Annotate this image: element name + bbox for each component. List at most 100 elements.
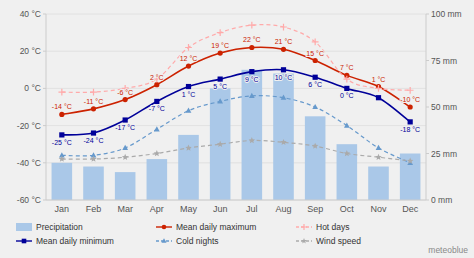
data-label: -18 °C (400, 126, 420, 133)
data-label: 9 °C (245, 76, 259, 83)
bar (147, 159, 168, 200)
marker (59, 156, 65, 162)
y-tick (43, 200, 46, 201)
marker (344, 150, 350, 156)
line (62, 25, 410, 93)
line (62, 47, 410, 114)
marker (154, 126, 160, 131)
y-tick (43, 51, 46, 52)
bar (368, 167, 389, 200)
data-label: 21 °C (275, 38, 293, 45)
y-tick (43, 125, 46, 126)
marker (122, 145, 128, 150)
y2-tick-label: 75 mm (431, 56, 457, 66)
marker (312, 104, 318, 109)
y-tick-label: 20 °C (20, 46, 41, 56)
data-label: -24 °C (84, 137, 104, 144)
marker (218, 50, 223, 55)
y-tick (43, 162, 46, 163)
marker (281, 95, 287, 100)
bar (115, 172, 136, 200)
x-tick-label: Sep (307, 204, 323, 214)
y2-tick (426, 107, 429, 108)
grid-line (46, 51, 426, 52)
marker (375, 154, 381, 160)
marker (344, 86, 349, 91)
data-label: -14 °C (52, 103, 72, 110)
y2-tick-label: 0 mm (431, 195, 452, 205)
y-tick (43, 88, 46, 89)
bar (242, 70, 263, 200)
legend-label: Precipitation (36, 222, 83, 232)
data-label: 5 °C (213, 83, 227, 90)
legend-label: Mean daily maximum (176, 222, 256, 232)
x-tick-label: Apr (150, 204, 164, 214)
legend-item: Wind speed (296, 236, 361, 246)
bar (52, 163, 73, 200)
grid-line (46, 125, 426, 126)
grid-line (46, 88, 426, 89)
y2-tick-label: 50 mm (431, 102, 457, 112)
marker (281, 47, 286, 52)
x-tick-label: May (180, 204, 198, 214)
x-tick-label: Oct (340, 204, 355, 214)
y-tick-label: -40 °C (17, 158, 41, 168)
background (0, 0, 474, 258)
data-label: 7 °C (340, 64, 354, 71)
marker (59, 112, 64, 117)
grid-line (46, 162, 426, 163)
marker (408, 104, 413, 109)
data-label: 2 °C (150, 74, 164, 81)
x-tick-label: Jan (55, 204, 70, 214)
legend-swatch (16, 223, 32, 231)
marker (218, 77, 223, 82)
y2-tick-label: 100 mm (431, 9, 462, 19)
marker (249, 69, 254, 74)
data-label: -25 °C (52, 139, 72, 146)
y2-tick (426, 60, 429, 61)
legend-item: Cold nights (156, 236, 219, 246)
marker (154, 150, 160, 156)
marker (91, 130, 96, 135)
data-label: 10 °C (275, 74, 293, 81)
data-label: 0 °C (340, 92, 354, 99)
marker (408, 119, 413, 124)
bar (83, 167, 104, 200)
marker (185, 145, 191, 151)
marker (343, 76, 350, 83)
x-tick-label: Nov (370, 204, 387, 214)
y2-tick-label: 25 mm (431, 149, 457, 159)
data-label: -10 °C (400, 96, 420, 103)
bar (305, 116, 326, 200)
bar (178, 135, 199, 200)
y2-tick (426, 200, 429, 201)
marker (376, 145, 382, 150)
data-label: 1 °C (182, 91, 196, 98)
legend-item: Mean daily maximum (156, 222, 256, 232)
grid-line (46, 200, 426, 201)
marker (312, 39, 319, 46)
marker (58, 89, 65, 96)
y2-tick (426, 14, 429, 15)
marker (217, 29, 224, 36)
chart: -14 °C-11 °C-6 °C2 °C12 °C19 °C22 °C21 °… (0, 0, 474, 258)
annotation: meteoblue (428, 245, 468, 255)
marker (313, 58, 318, 63)
marker (91, 106, 96, 111)
marker (217, 98, 223, 103)
lines (58, 22, 413, 165)
marker (249, 137, 255, 143)
data-label: 6 °C (308, 81, 322, 88)
marker (280, 24, 287, 31)
y-tick-label: 0 °C (24, 83, 41, 93)
bar (273, 74, 294, 200)
legend-label: Wind speed (316, 236, 361, 246)
marker (217, 141, 223, 147)
data-label: -6 °C (117, 89, 133, 96)
legend-label: Cold nights (176, 236, 219, 246)
data-label: -7 °C (149, 105, 165, 112)
line (62, 140, 410, 161)
marker (90, 89, 97, 96)
x-tick-label: Feb (86, 204, 102, 214)
x-tick-label: Dec (402, 204, 419, 214)
